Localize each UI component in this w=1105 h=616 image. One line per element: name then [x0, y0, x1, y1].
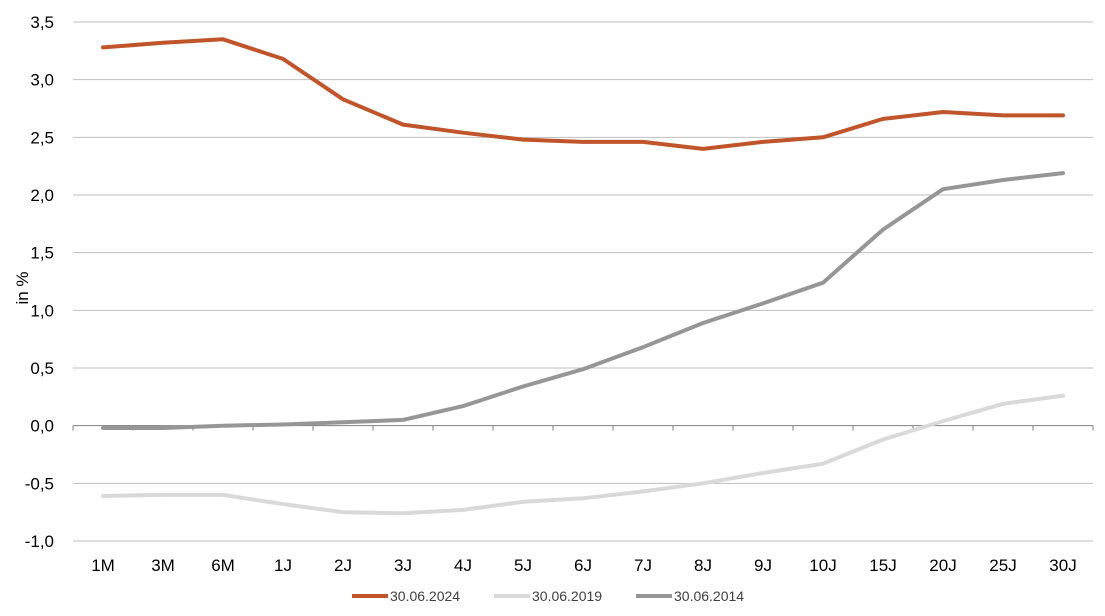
series-line-1 [101, 37, 1065, 151]
y-tick-label: 2,0 [30, 186, 54, 205]
x-tick-label: 25J [989, 556, 1016, 575]
x-tick-label: 10J [809, 556, 836, 575]
legend-label: 30.06.2014 [674, 588, 744, 604]
x-tick-label: 7J [634, 556, 652, 575]
x-tick-label: 6J [574, 556, 592, 575]
y-tick-label: -0,5 [25, 474, 54, 493]
x-tick-label: 5J [514, 556, 532, 575]
y-tick-label: 0,5 [30, 359, 54, 378]
legend-label: 30.06.2024 [390, 588, 460, 604]
y-tick-label: 1,0 [30, 301, 54, 320]
legend-label: 30.06.2019 [532, 588, 602, 604]
x-tick-label: 3J [394, 556, 412, 575]
y-tick-label: 1,5 [30, 244, 54, 263]
x-tick-label: 8J [694, 556, 712, 575]
y-tick-label: 2,5 [30, 128, 54, 147]
x-tick-label: 6M [211, 556, 235, 575]
x-tick-label: 20J [929, 556, 956, 575]
gridlines [73, 21, 1093, 542]
x-tick-label: 9J [754, 556, 772, 575]
x-tick-label: 30J [1049, 556, 1076, 575]
y-axis-label: in % [13, 271, 32, 304]
x-tick-label: 1J [274, 556, 292, 575]
x-tick-label: 15J [869, 556, 896, 575]
series-lines [101, 37, 1065, 516]
legend: 30.06.2024 30.06.2019 30.06.2014 [352, 588, 744, 604]
x-tick-label: 1M [91, 556, 115, 575]
y-axis-ticks: -1,0 -0,5 0,0 0,5 1,0 1,5 2,0 2,5 3,0 3,5 [25, 13, 54, 551]
series-line-2 [101, 393, 1065, 516]
y-tick-label: 0,0 [30, 417, 54, 436]
x-tick-label: 2J [334, 556, 352, 575]
x-tick-label: 4J [454, 556, 472, 575]
x-axis-ticks: 1M 3M 6M 1J 2J 3J 4J 5J 6J 7J 8J 9J 10J 15J 20J 25J 30J [91, 556, 1077, 575]
y-tick-label: -1,0 [25, 532, 54, 551]
x-tick-label: 3M [151, 556, 175, 575]
y-tick-label: 3,5 [30, 13, 54, 32]
y-tick-label: 3,0 [30, 71, 54, 90]
series-line-3 [101, 171, 1065, 430]
